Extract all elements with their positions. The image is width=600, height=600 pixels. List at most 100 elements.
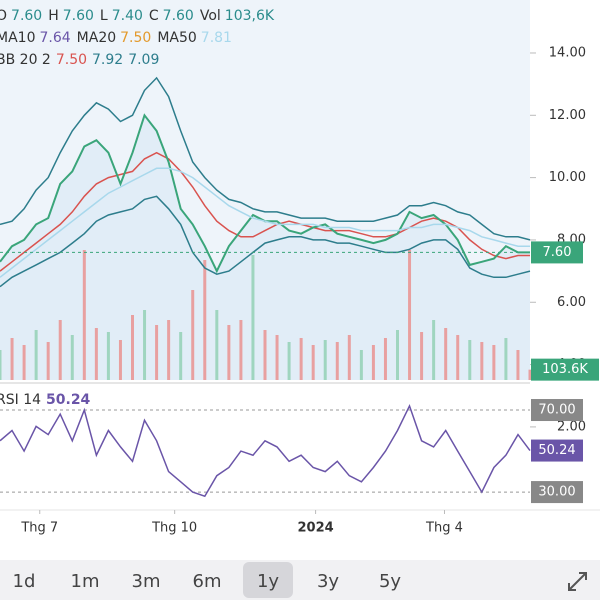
volume-bar xyxy=(456,335,460,380)
volume-bar xyxy=(359,350,363,380)
volume-bar xyxy=(131,315,134,380)
rsi-legend-value: 50.24 xyxy=(46,392,91,408)
bb-upper xyxy=(0,76,531,241)
volume-bar xyxy=(468,340,472,380)
volume-bar xyxy=(10,338,14,380)
x-tick-label: 2024 xyxy=(297,521,333,536)
volume-bar xyxy=(347,335,351,380)
y-tick-label: 12.00 xyxy=(549,108,586,123)
volume-bar xyxy=(299,338,303,380)
volume-bar xyxy=(0,350,2,380)
volume-bar xyxy=(492,345,496,380)
ohlc-key: O xyxy=(0,8,7,24)
y-tick-label: 2.00 xyxy=(557,419,586,434)
range-button[interactable]: 1y xyxy=(257,571,279,592)
rsi-name: RSI 14 xyxy=(0,392,41,408)
volume-bar xyxy=(179,332,183,380)
volume-bar xyxy=(275,335,279,380)
ma-name: MA50 xyxy=(157,30,196,46)
volume-bar xyxy=(396,330,399,380)
range-button[interactable]: 5y xyxy=(379,571,401,592)
ohlc-value: 7.60 xyxy=(163,8,194,24)
volume-bar xyxy=(239,320,243,380)
range-button[interactable]: 6m xyxy=(193,571,222,592)
ohlc-key: C xyxy=(149,8,159,24)
bb-lower xyxy=(0,195,531,288)
rsi-line xyxy=(0,403,531,498)
expand-icon[interactable] xyxy=(568,572,587,591)
ohlc-value: 103,6K xyxy=(225,8,275,24)
ohlc-key: H xyxy=(48,8,59,24)
bb-legend: BB 20 2 7.50 7.92 7.09 xyxy=(0,52,159,68)
volume-bar xyxy=(191,290,195,380)
rsi-level-box xyxy=(531,399,583,422)
volume-bar xyxy=(215,310,219,380)
ma-value: 7.64 xyxy=(39,30,70,46)
ohlc-value: 7.60 xyxy=(11,8,42,24)
volume-bar xyxy=(58,320,62,380)
ma-value: 7.50 xyxy=(120,30,151,46)
ohlc-key: Vol xyxy=(200,8,221,24)
volume-bar xyxy=(287,342,291,380)
ohlc-value: 7.60 xyxy=(63,8,94,24)
rsi-value-box xyxy=(531,439,583,462)
volume-bar xyxy=(420,332,424,380)
y-tick-label: 10.00 xyxy=(549,170,586,185)
bb-value: 7.50 xyxy=(56,52,87,68)
volume-bar xyxy=(504,338,508,380)
current-price-box xyxy=(531,241,583,264)
ohlc-key: L xyxy=(100,8,108,24)
volume-bar xyxy=(251,255,255,380)
ma-legend: MA10 7.64 MA20 7.50 MA50 7.81 xyxy=(0,30,232,46)
volume-bar xyxy=(118,340,122,380)
volume-label: 103.6K xyxy=(542,362,588,377)
bb-value: 7.09 xyxy=(128,52,159,68)
volume-bar xyxy=(34,330,38,380)
x-tick-label: Thg 10 xyxy=(151,521,197,536)
volume-bar xyxy=(263,330,267,380)
rsi-level-label: 30.00 xyxy=(538,485,575,500)
rsi-legend: RSI 14 50.24 xyxy=(0,392,91,408)
volume-bar xyxy=(516,350,520,380)
range-button[interactable]: 3y xyxy=(317,571,339,592)
volume-bar xyxy=(70,335,74,380)
ma-name: MA20 xyxy=(77,30,116,46)
volume-bar xyxy=(22,345,26,380)
volume-bar xyxy=(143,310,147,380)
rsi-value-label: 50.24 xyxy=(538,443,575,458)
range-button[interactable]: 1d xyxy=(13,571,36,592)
volume-bar xyxy=(94,328,98,380)
volume-bar xyxy=(432,320,436,380)
volume-bar xyxy=(227,325,231,380)
ohlc-legend: O 7.60 H 7.60 L 7.40 C 7.60 Vol 103,6K xyxy=(0,8,275,24)
volume-bar xyxy=(155,325,159,380)
volume-bar xyxy=(383,338,387,380)
ohlc-value: 7.40 xyxy=(112,8,143,24)
bb-name: BB 20 2 xyxy=(0,52,51,68)
y-tick-label: 6.00 xyxy=(557,295,586,310)
volume-bar xyxy=(371,345,375,380)
range-button[interactable]: 1m xyxy=(71,571,100,592)
volume-bar xyxy=(444,328,448,380)
bb-value: 7.92 xyxy=(92,52,123,68)
rsi-level-box xyxy=(531,481,583,504)
volume-box xyxy=(531,358,599,381)
volume-bar xyxy=(480,342,484,380)
range-bar xyxy=(0,560,600,600)
ma-name: MA10 xyxy=(0,30,35,46)
volume-bar xyxy=(203,260,207,380)
current-price-label: 7.60 xyxy=(543,245,572,260)
x-tick-label: Thg 7 xyxy=(20,521,58,536)
range-button-selected[interactable] xyxy=(243,562,293,598)
volume-bar xyxy=(106,332,110,380)
rsi-level-label: 70.00 xyxy=(538,403,575,418)
volume-bar xyxy=(323,340,327,380)
x-tick-label: Thg 4 xyxy=(425,521,463,536)
volume-bar xyxy=(82,250,86,380)
volume-bar xyxy=(408,250,412,380)
volume-bar xyxy=(528,369,532,380)
ma-line xyxy=(0,167,530,278)
ma-value: 7.81 xyxy=(201,30,232,46)
range-button[interactable]: 3m xyxy=(132,571,161,592)
